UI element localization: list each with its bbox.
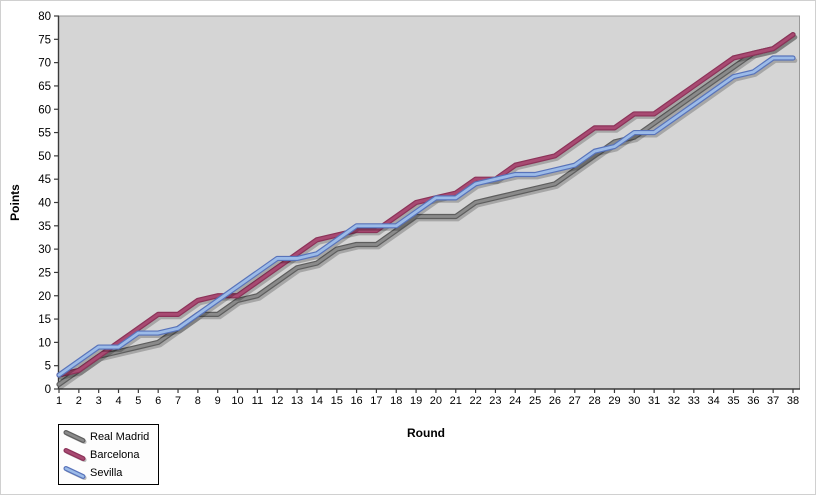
legend-line-swatch-sevilla <box>63 466 87 480</box>
x-tick-label: 34 <box>708 395 720 407</box>
x-axis: 1 2 3 4 5 6 7 8 9 10 11 12 13 14 15 16 17 18 19 20 21 22 23 24 2… <box>56 389 799 407</box>
y-tick-label: 15 <box>38 314 51 326</box>
y-tick-label: 35 <box>38 221 51 233</box>
x-tick-label: 33 <box>688 395 700 407</box>
x-tick-label: 8 <box>195 395 201 407</box>
y-tick-label: 50 <box>38 151 51 163</box>
x-tick-label: 1 <box>56 395 62 407</box>
x-tick-label: 6 <box>155 395 161 407</box>
legend-item-real-madrid: Real Madrid <box>63 428 149 445</box>
legend-item-label: Real Madrid <box>90 430 150 443</box>
legend-item-label: Barcelona <box>90 448 140 461</box>
x-tick-label: 31 <box>648 395 660 407</box>
x-tick-label: 17 <box>370 395 382 407</box>
y-tick-label: 30 <box>38 244 51 256</box>
y-axis: 0 5 10 15 20 25 30 35 40 45 50 55 60 65 70 75 80 <box>38 11 59 396</box>
x-tick-label: 36 <box>747 395 759 407</box>
x-tick-label: 18 <box>390 395 402 407</box>
y-tick-label: 60 <box>38 104 51 116</box>
x-tick-label: 20 <box>430 395 442 407</box>
y-tick-label: 20 <box>38 291 51 303</box>
x-tick-label: 29 <box>608 395 620 407</box>
y-tick-label: 70 <box>38 58 51 70</box>
x-tick-label: 9 <box>215 395 221 407</box>
x-tick-label: 7 <box>175 395 181 407</box>
y-tick-label: 0 <box>45 384 51 396</box>
x-tick-label: 11 <box>252 395 263 407</box>
x-tick-label: 35 <box>727 395 739 407</box>
y-tick-label: 5 <box>45 361 51 373</box>
x-tick-label: 24 <box>509 395 521 407</box>
x-tick-label: 3 <box>96 395 102 407</box>
legend: Real Madrid Barcelona Sevilla <box>58 424 160 485</box>
y-tick-label: 80 <box>38 11 51 23</box>
y-tick-label: 10 <box>38 337 51 349</box>
x-tick-label: 38 <box>787 395 799 407</box>
y-tick-label: 55 <box>38 128 51 140</box>
x-tick-label: 5 <box>135 395 141 407</box>
x-tick-label: 30 <box>628 395 640 407</box>
y-tick-label: 25 <box>38 267 51 279</box>
series-line-sevilla <box>56 55 798 380</box>
legend-line-swatch-barcelona <box>63 448 87 462</box>
y-tick-label: 65 <box>38 81 51 93</box>
x-tick-label: 37 <box>767 395 779 407</box>
x-tick-label: 10 <box>231 395 243 407</box>
x-tick-label: 13 <box>291 395 303 407</box>
x-tick-label: 28 <box>589 395 601 407</box>
x-tick-label: 22 <box>469 395 481 407</box>
x-tick-label: 23 <box>489 395 501 407</box>
legend-item-sevilla: Sevilla <box>63 464 149 481</box>
x-tick-label: 14 <box>311 395 323 407</box>
x-tick-label: 12 <box>271 395 283 407</box>
x-tick-label: 21 <box>450 395 462 407</box>
x-tick-label: 19 <box>410 395 422 407</box>
y-tick-label: 45 <box>38 174 51 186</box>
legend-line-swatch-real-madrid <box>63 430 87 444</box>
x-tick-label: 25 <box>529 395 541 407</box>
x-tick-label: 16 <box>350 395 362 407</box>
legend-item-barcelona: Barcelona <box>63 446 149 463</box>
y-tick-label: 40 <box>38 198 51 210</box>
y-axis-title: Points <box>8 184 22 221</box>
legend-item-label: Sevilla <box>90 466 123 479</box>
y-tick-label: 75 <box>38 34 51 46</box>
x-tick-label: 32 <box>668 395 680 407</box>
x-tick-label: 26 <box>549 395 561 407</box>
x-tick-label: 15 <box>331 395 343 407</box>
x-tick-label: 4 <box>115 395 121 407</box>
x-tick-label: 27 <box>569 395 581 407</box>
x-tick-label: 2 <box>76 395 82 407</box>
x-axis-title: Round <box>407 426 445 440</box>
